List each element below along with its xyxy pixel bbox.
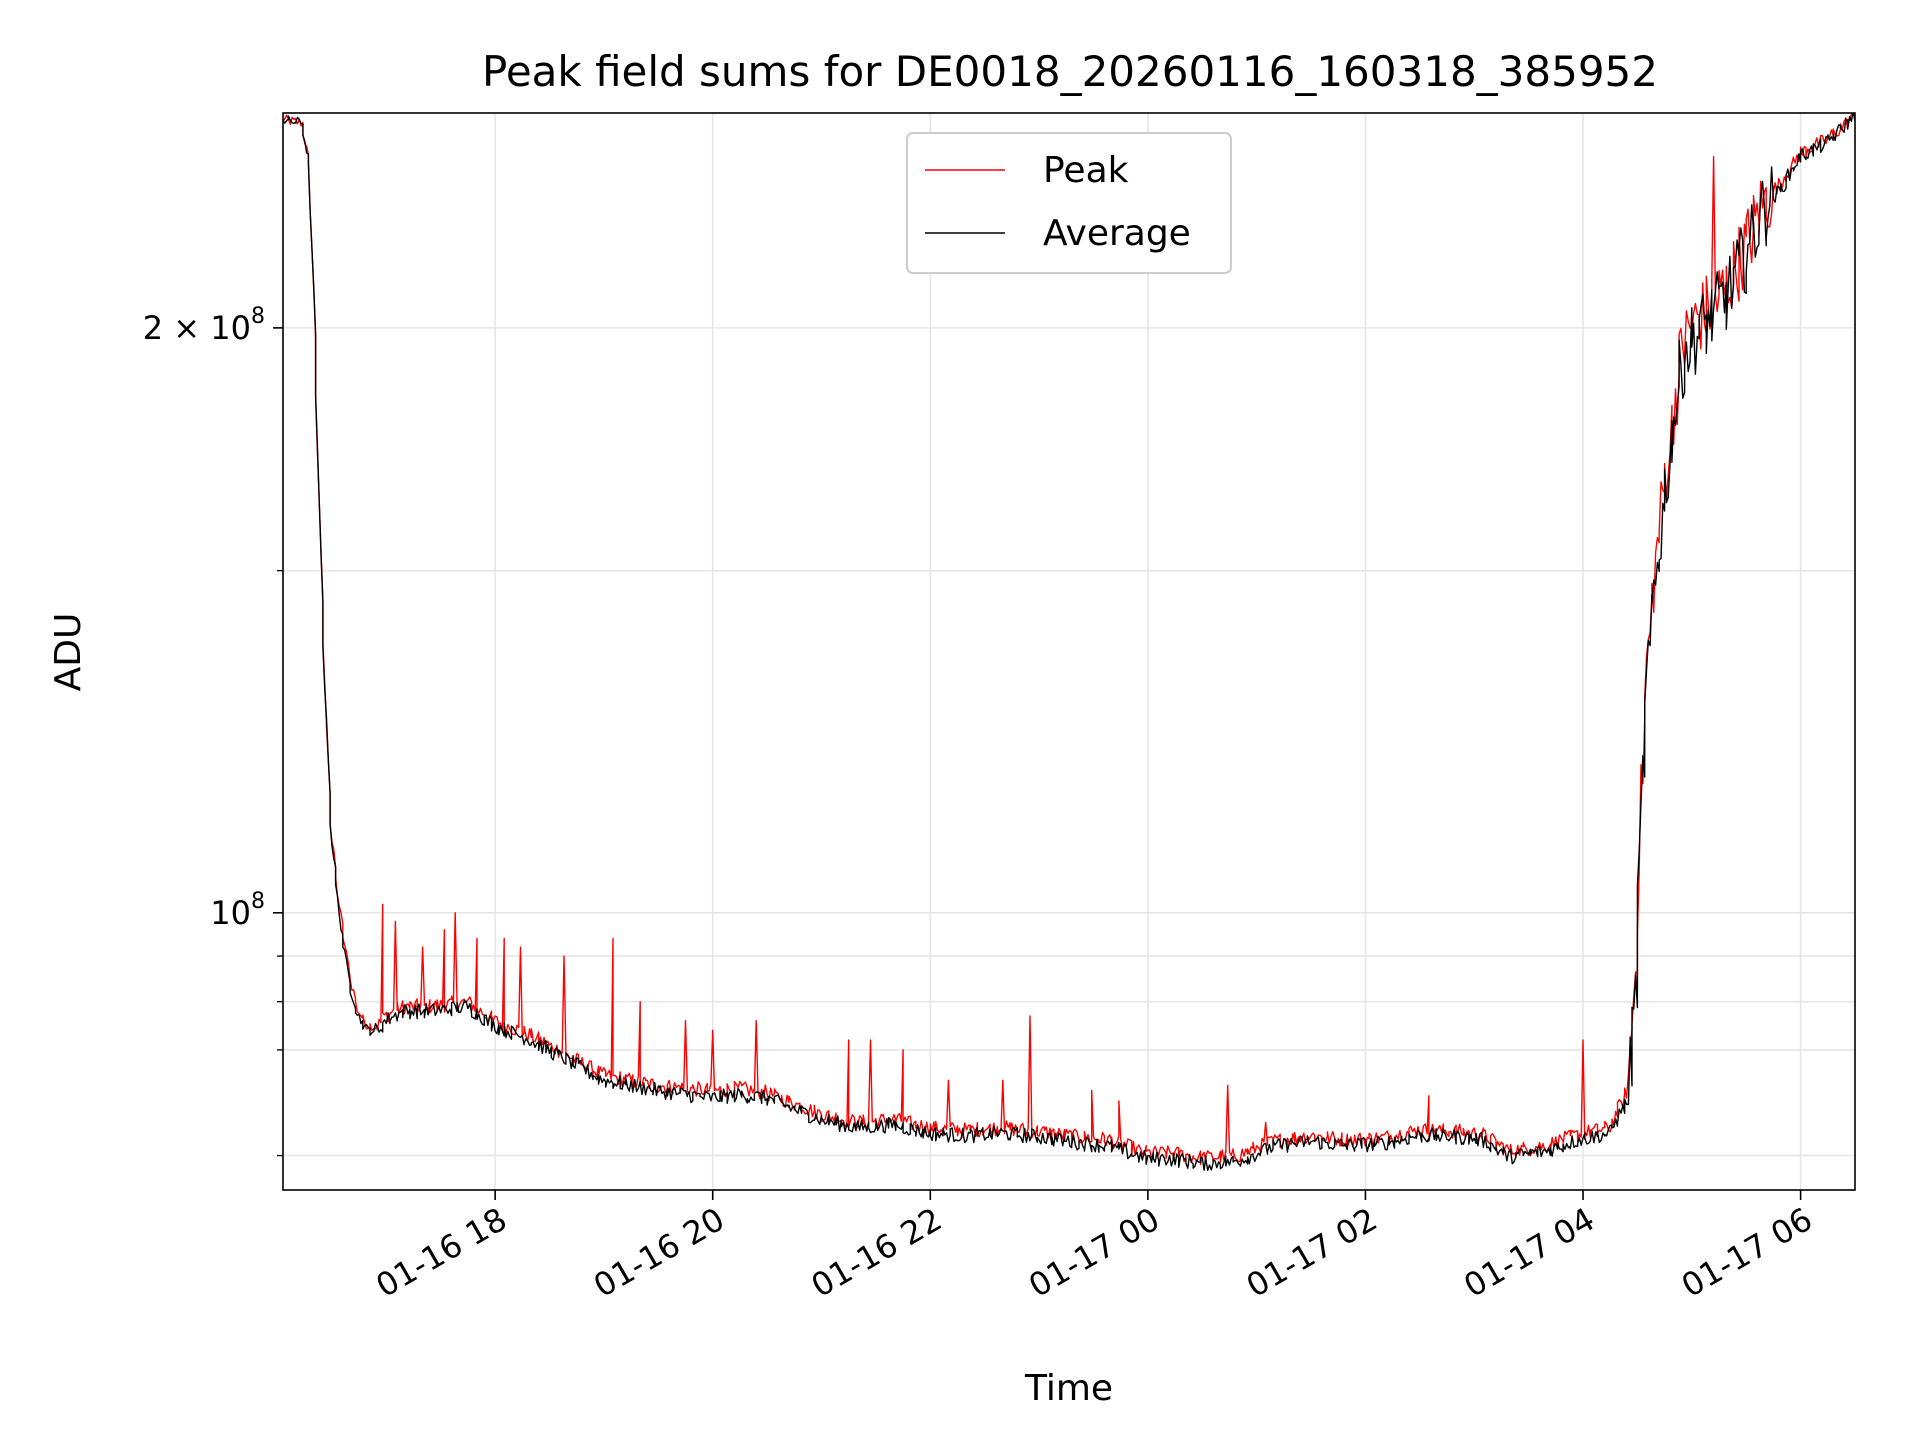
y-tick-label-base: 10 [210, 894, 251, 932]
plot-frame [282, 112, 1856, 1191]
legend-label-peak: Peak [1043, 150, 1129, 191]
x-axis-label: Time [1024, 1368, 1113, 1409]
series-line-average [283, 113, 1855, 1172]
y-axis-label: ADU [48, 613, 89, 692]
series-line-peak [283, 113, 1855, 1166]
grid [283, 113, 1855, 1190]
legend: Peak Average [906, 132, 1232, 274]
y-tick-label: 2 × 108 [143, 304, 265, 347]
y-tick-label: 108 [210, 889, 265, 932]
y-tick-label-base: 2 × 10 [143, 309, 251, 347]
y-tick-label-exponent: 8 [251, 889, 265, 914]
y-tick-label-exponent: 8 [251, 304, 265, 329]
legend-label-average: Average [1043, 213, 1191, 254]
plot-area [283, 113, 1855, 1172]
legend-box [906, 132, 1232, 274]
chart-title: Peak field sums for DE0018_20260116_1603… [482, 47, 1658, 96]
